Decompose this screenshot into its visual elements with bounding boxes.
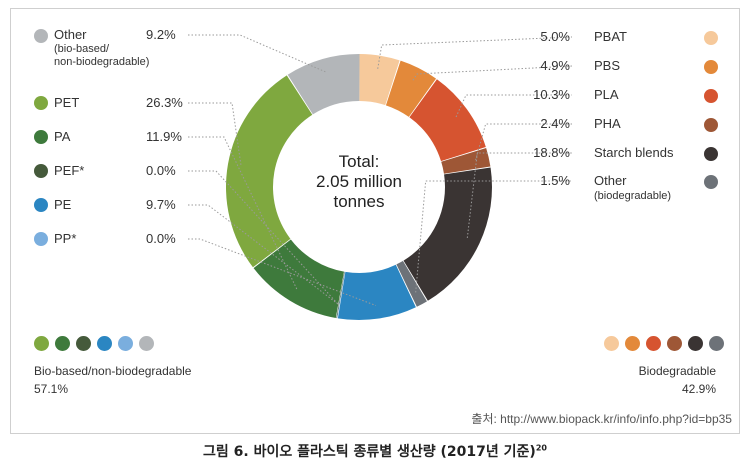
legend-label-other-biobased: Other — [54, 27, 87, 42]
leader-line-right-4 — [475, 123, 572, 161]
legend-pct-pbs: 4.9% — [540, 58, 570, 73]
legend-pct-pe: 9.7% — [146, 197, 176, 212]
leader-line-right-2 — [412, 65, 573, 81]
leader-line-right-5 — [466, 152, 572, 239]
legend-pct-starch: 18.8% — [533, 145, 570, 160]
legend-label-pe: PE — [54, 197, 72, 212]
legend-swatch-pha — [704, 118, 718, 132]
leader-line-left-5 — [188, 204, 340, 306]
legend-pct-pbat: 5.0% — [540, 29, 570, 44]
legend-label-pha: PHA — [594, 116, 621, 131]
leader-line-left-4 — [188, 170, 340, 306]
legend-pct-pp: 0.0% — [146, 231, 176, 246]
group-biobased-dot-4 — [97, 336, 112, 351]
leader-line-left-6 — [188, 238, 377, 306]
legend-label-starch: Starch blends — [594, 145, 674, 160]
slice-other-11 — [287, 54, 360, 115]
slice-pla-2 — [409, 79, 486, 162]
legend-pct-pla: 10.3% — [533, 87, 570, 102]
slice-pa-9 — [253, 239, 344, 318]
legend-pct-pha: 2.4% — [540, 116, 570, 131]
group-biobased-dot-6 — [139, 336, 154, 351]
legend-swatch-other-bio — [704, 175, 718, 189]
total-line-1: Total: — [338, 152, 380, 171]
legend-swatch-pa — [34, 130, 48, 144]
caption-footnote: 20 — [535, 443, 547, 453]
group-biodegradable-dot-6 — [709, 336, 724, 351]
legend-label-pa: PA — [54, 129, 71, 144]
group-biodegradable-dot-5 — [688, 336, 703, 351]
group-biodegradable-label: Biodegradable — [638, 364, 716, 378]
legend-swatch-pet — [34, 96, 48, 110]
legend-sub-other-biobased-1: (bio-based/ — [54, 43, 110, 55]
legend-swatch-pef — [34, 164, 48, 178]
legend-swatch-other-biobased — [34, 29, 48, 43]
legend-swatch-pe — [34, 198, 48, 212]
group-biodegradable-dot-1 — [604, 336, 619, 351]
legend-label-pef: PEF* — [54, 163, 85, 178]
group-biodegradable-dot-2 — [625, 336, 640, 351]
total-line-3: tonnes — [333, 192, 385, 211]
leader-line-left-2 — [188, 102, 242, 167]
slice-starch-blends-4 — [403, 167, 492, 301]
legend-label-other-bio: Other — [594, 173, 627, 188]
group-biobased-dot-5 — [118, 336, 133, 351]
slice-pha-3 — [441, 148, 491, 174]
legend-label-pbs: PBS — [594, 58, 621, 73]
leader-line-right-3 — [455, 94, 572, 118]
legend-label-pla: PLA — [594, 87, 619, 102]
slice-pbs-1 — [385, 60, 437, 117]
legend-sub-other-bio: (biodegradable) — [594, 190, 672, 202]
slice-other-5 — [396, 260, 427, 307]
slice-pet-10 — [225, 75, 313, 268]
legend-sub-other-biobased-2: non-biodegradable) — [54, 56, 150, 68]
slice-pp--7 — [336, 271, 346, 319]
group-biobased-pct: 57.1% — [34, 382, 69, 396]
total-label: Total: 2.05 million tonnes — [286, 152, 432, 212]
legend-swatch-pp — [34, 232, 48, 246]
group-biodegradable-dot-4 — [667, 336, 682, 351]
caption-text: 그림 6. 바이오 플라스틱 종류별 생산량 (2017년 기준) — [203, 444, 536, 460]
group-biodegradable-pct: 42.9% — [681, 382, 716, 396]
legend-swatch-pbs — [704, 60, 718, 74]
slice-pef--8 — [336, 271, 345, 319]
group-biobased-dot-2 — [55, 336, 70, 351]
leader-line-left-3 — [188, 136, 298, 290]
slice-pbat-0 — [359, 54, 400, 106]
legend-pct-other-bio: 1.5% — [540, 173, 570, 188]
slice-pe-6 — [337, 264, 416, 321]
legend-label-pet: PET — [54, 95, 80, 110]
group-biodegradable-dot-3 — [646, 336, 661, 351]
legend-label-pbat: PBAT — [594, 29, 627, 44]
total-line-2: 2.05 million — [316, 172, 402, 191]
group-biobased-dot-1 — [34, 336, 49, 351]
legend-pct-pet: 26.3% — [146, 95, 183, 110]
legend-swatch-pbat — [704, 31, 718, 45]
legend-swatch-starch — [704, 147, 718, 161]
leader-line-right-1 — [377, 36, 573, 69]
figure-caption: 그림 6. 바이오 플라스틱 종류별 생산량 (2017년 기준)20 — [0, 441, 750, 461]
legend-pct-pef: 0.0% — [146, 163, 176, 178]
group-biobased-label: Bio-based/non-biodegradable — [34, 364, 192, 378]
legend-label-pp: PP* — [54, 231, 77, 246]
group-biobased-dot-3 — [76, 336, 91, 351]
legend-pct-pa: 11.9% — [146, 129, 182, 144]
legend-pct-other-biobased: 9.2% — [146, 27, 176, 42]
source-note: 출처: http://www.biopack.kr/info/info.php?… — [471, 412, 732, 426]
legend-swatch-pla — [704, 89, 718, 103]
